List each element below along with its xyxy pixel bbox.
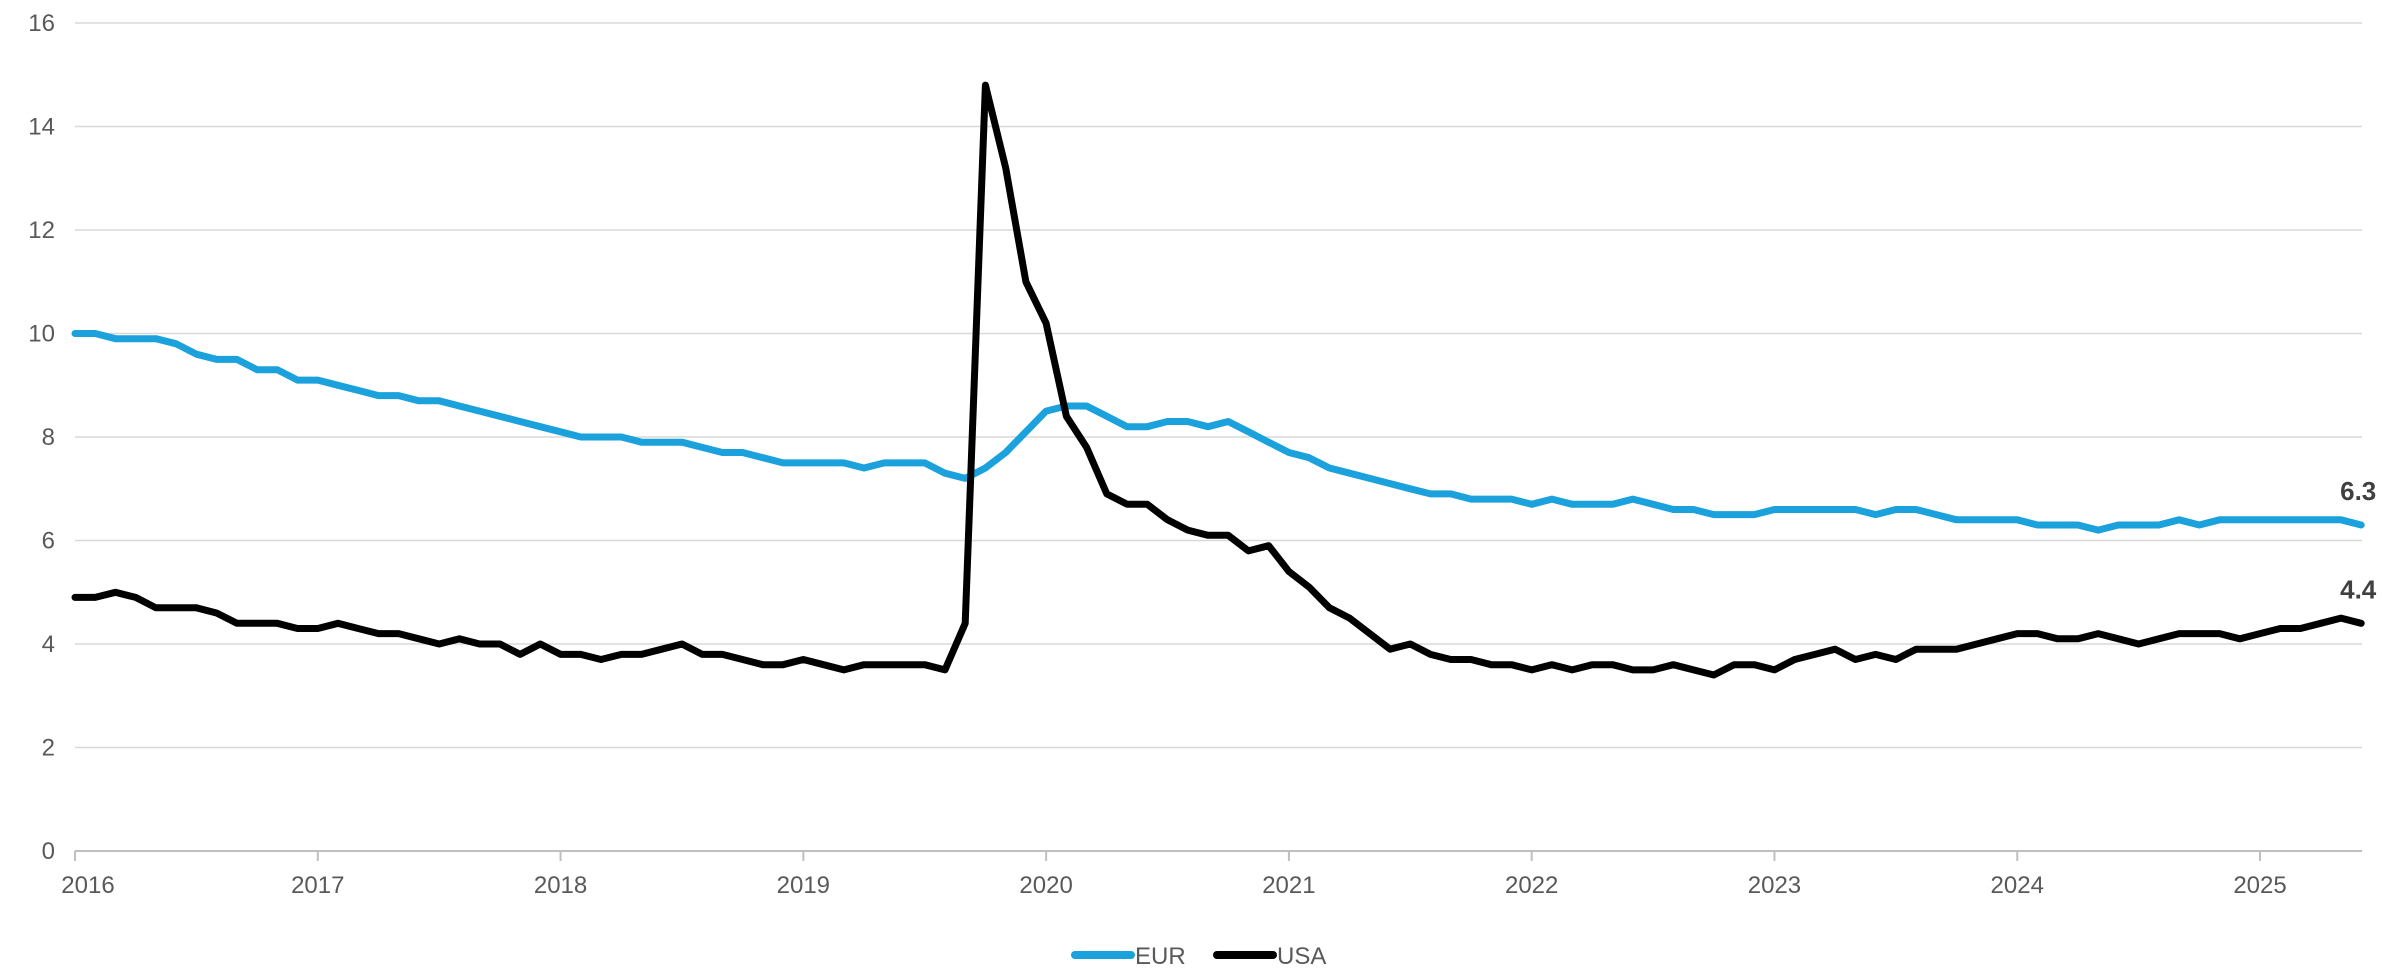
x-tick-label: 2016 bbox=[61, 872, 114, 899]
end-label-eur: 6.3 bbox=[2340, 476, 2376, 506]
series-lines bbox=[71, 81, 2365, 679]
series-line-eur bbox=[71, 330, 2365, 534]
x-tick-label: 2025 bbox=[2233, 872, 2286, 899]
x-tick-label: 2020 bbox=[1019, 872, 1072, 899]
x-tick-label: 2022 bbox=[1505, 872, 1558, 899]
legend: EUR USA bbox=[1071, 943, 1326, 969]
x-tick-label: 2024 bbox=[1991, 872, 2044, 899]
end-label-usa: 4.4 bbox=[2340, 574, 2377, 604]
legend-label-eur: EUR bbox=[1135, 943, 1186, 969]
end-value-labels: 6.3 4.4 bbox=[2340, 476, 2377, 604]
y-tick-label: 4 bbox=[42, 631, 55, 658]
x-tick-label: 2017 bbox=[291, 872, 344, 899]
y-tick-label: 6 bbox=[42, 528, 55, 555]
legend-label-usa: USA bbox=[1277, 943, 1326, 969]
y-tick-label: 2 bbox=[42, 735, 55, 762]
x-tick-label: 2018 bbox=[534, 872, 587, 899]
y-tick-label: 14 bbox=[28, 114, 55, 141]
y-tick-label: 0 bbox=[42, 838, 55, 865]
x-tick-label: 2023 bbox=[1748, 872, 1801, 899]
y-tick-label: 8 bbox=[42, 424, 55, 451]
x-axis: 2016 2017 2018 2019 2020 2021 2022 2023 2024 2025 bbox=[61, 850, 2362, 899]
series-line-usa bbox=[71, 81, 2365, 679]
gridlines bbox=[75, 22, 2362, 749]
y-tick-label: 12 bbox=[28, 217, 55, 244]
x-tick-label: 2021 bbox=[1262, 872, 1315, 899]
y-axis-tick-labels: 0 2 4 6 8 10 12 14 16 bbox=[28, 10, 55, 865]
x-tick-label: 2019 bbox=[777, 872, 830, 899]
y-tick-label: 10 bbox=[28, 321, 55, 348]
y-tick-label: 16 bbox=[28, 10, 55, 37]
